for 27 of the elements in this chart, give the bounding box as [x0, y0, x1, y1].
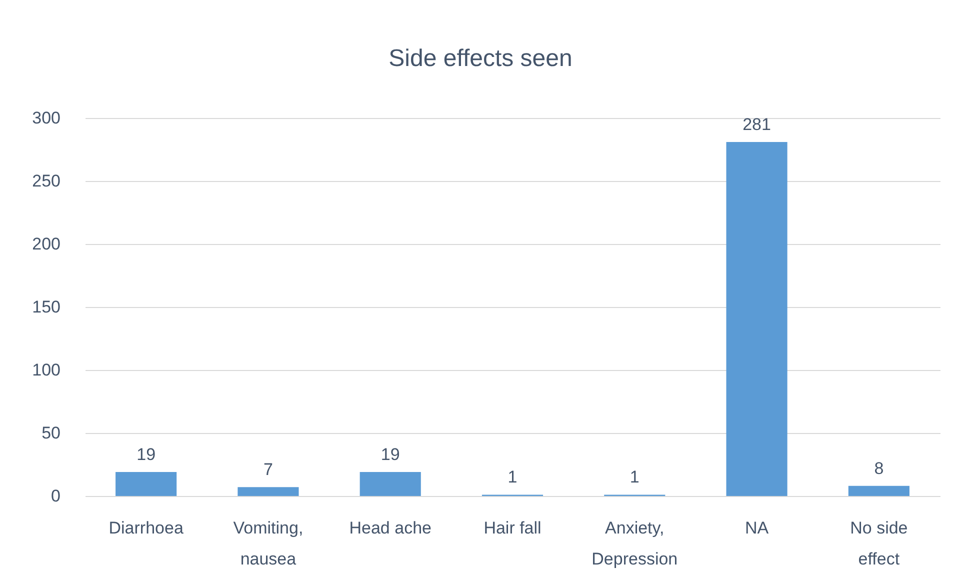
chart-title: Side effects seen — [388, 45, 572, 72]
x-tick-label: Hair fall — [484, 518, 542, 538]
data-label: 1 — [630, 468, 640, 487]
y-tick-label: 0 — [51, 486, 60, 506]
bar — [726, 142, 788, 496]
data-label: 1 — [508, 468, 518, 487]
y-tick-label: 50 — [42, 424, 60, 442]
x-tick-label: NA — [744, 518, 770, 538]
data-label: 19 — [136, 445, 156, 464]
data-label: 8 — [874, 458, 884, 478]
x-tick-label: No side effect — [850, 518, 908, 568]
bar — [116, 472, 177, 496]
x-tick-label: Anxiety, Depression — [592, 518, 678, 568]
x-tick-label: Diarrhoea — [108, 518, 184, 538]
y-tick-label: 100 — [32, 360, 60, 380]
y-tick-label: 250 — [32, 172, 60, 190]
data-label: 19 — [380, 445, 400, 464]
x-tick-label: Head ache — [349, 518, 432, 538]
bar — [848, 486, 910, 496]
data-label: 281 — [742, 114, 771, 134]
data-label: 7 — [263, 460, 273, 480]
bar — [238, 487, 299, 496]
x-tick-label: Vomiting, nausea — [233, 518, 304, 568]
y-tick-label: 200 — [32, 234, 60, 254]
y-tick-label: 150 — [32, 298, 60, 316]
bar — [360, 472, 421, 496]
y-tick-label: 300 — [32, 108, 60, 128]
